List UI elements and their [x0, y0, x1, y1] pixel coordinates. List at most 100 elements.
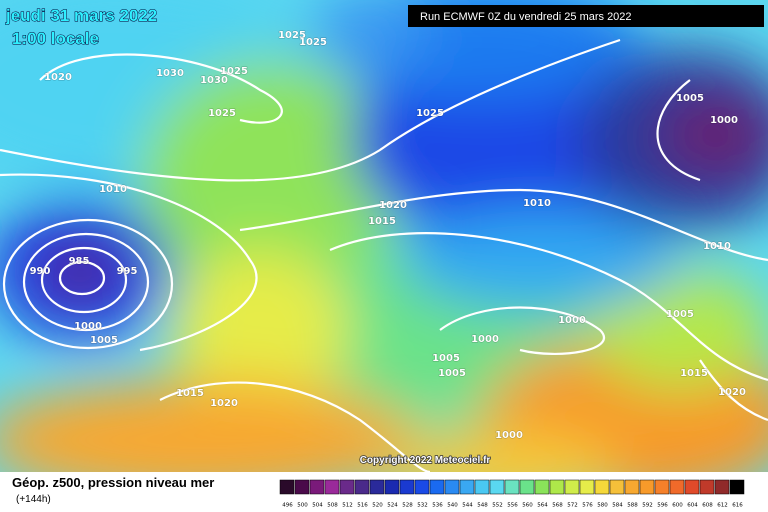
isobar-label: 1015	[176, 388, 204, 399]
scale-swatch	[414, 479, 430, 495]
scale-swatch	[579, 479, 595, 495]
scale-label: 576	[582, 503, 593, 509]
scale-label: 548	[477, 503, 488, 509]
scale-swatch	[624, 479, 640, 495]
scale-swatch	[444, 479, 460, 495]
scale-label: 520	[372, 503, 383, 509]
copyright: Copyright 2022 Meteociel.fr	[360, 455, 491, 466]
scale-swatch	[684, 479, 700, 495]
isobar-label: 1005	[438, 368, 466, 379]
scale-label: 608	[702, 503, 713, 509]
scale-swatch	[609, 479, 625, 495]
scale-label: 600	[672, 503, 683, 509]
scale-label: 592	[642, 503, 653, 509]
run-label: Run ECMWF 0Z du vendredi 25 mars 2022	[420, 11, 632, 23]
scale-label: 532	[417, 503, 428, 509]
scale-swatch	[594, 479, 610, 495]
scale-swatch	[324, 479, 340, 495]
scale-swatch	[309, 479, 325, 495]
color-scale: 496 500 504 508 512 516 520 524 528 532 536 540 544 5…	[279, 479, 745, 509]
scale-swatch	[369, 479, 385, 495]
scale-label: 540	[447, 503, 458, 509]
scale-swatch	[699, 479, 715, 495]
scale-label: 528	[402, 503, 413, 509]
scale-swatch	[384, 479, 400, 495]
scale-swatch	[504, 479, 520, 495]
scale-label: 536	[432, 503, 443, 509]
scale-label: 512	[342, 503, 353, 509]
scale-swatch	[489, 479, 505, 495]
isobar-label: 1010	[523, 198, 551, 209]
scale-label: 568	[552, 503, 563, 509]
scale-swatch	[519, 479, 535, 495]
isobar-label: 1000	[710, 115, 738, 126]
scale-label: 584	[612, 503, 623, 509]
scale-label: 508	[327, 503, 338, 509]
scale-label: 604	[687, 503, 698, 509]
isobar-label: 1005	[676, 93, 704, 104]
isobars	[0, 38, 768, 472]
isobar-label: 1010	[703, 241, 731, 252]
scale-label: 616	[732, 503, 743, 509]
isobar-label: 1000	[495, 430, 523, 441]
isobar-label: 1015	[680, 368, 708, 379]
scale-swatch	[429, 479, 445, 495]
scale-swatch	[729, 479, 745, 495]
scale-swatch	[669, 479, 685, 495]
isobar-label: 1020	[210, 398, 238, 409]
scale-label: 504	[312, 503, 323, 509]
isobar-label: 1025	[299, 37, 327, 48]
isobar-label: 1005	[666, 309, 694, 320]
scale-label: 516	[357, 503, 368, 509]
product-title: Géop. z500, pression niveau mer	[12, 475, 214, 490]
scale-label: 560	[522, 503, 533, 509]
scale-swatch	[279, 479, 295, 495]
scale-swatch	[294, 479, 310, 495]
isobar-label: 1030	[200, 75, 228, 86]
scale-label: 544	[462, 503, 473, 509]
scale-swatch	[399, 479, 415, 495]
time-label: 1:00 locale	[12, 29, 99, 48]
isobar-label: 1025	[278, 30, 306, 41]
isobar-label: 1000	[74, 321, 102, 332]
isobar-label: 1015	[368, 216, 396, 227]
scale-label: 556	[507, 503, 518, 509]
date-label: jeudi 31 mars 2022	[5, 6, 157, 25]
scale-swatch	[654, 479, 670, 495]
scale-label: 596	[657, 503, 668, 509]
scale-label: 524	[387, 503, 398, 509]
isobar-label: 1005	[432, 353, 460, 364]
scale-swatch	[549, 479, 565, 495]
scale-swatch	[354, 479, 370, 495]
scale-label: 612	[717, 503, 728, 509]
isobar-label: 1000	[471, 334, 499, 345]
scale-swatch	[639, 479, 655, 495]
isobar-label: 1010	[99, 184, 127, 195]
isobar-label: 990	[30, 266, 51, 277]
isobar-label: 1020	[44, 72, 72, 83]
isobar-label: 1025	[208, 108, 236, 119]
scale-swatch	[459, 479, 475, 495]
scale-label: 564	[537, 503, 548, 509]
scale-swatch	[339, 479, 355, 495]
scale-label: 572	[567, 503, 578, 509]
scale-swatch	[714, 479, 730, 495]
isobar-label: 1005	[90, 335, 118, 346]
isobar-label: 1030	[156, 68, 184, 79]
isobar-label: 995	[117, 266, 138, 277]
scale-swatch	[474, 479, 490, 495]
isobar-label: 1000	[558, 315, 586, 326]
isobar-label: 1025	[220, 66, 248, 77]
scale-label: 500	[297, 503, 308, 509]
isobar-label: 1020	[379, 200, 407, 211]
scale-label: 580	[597, 503, 608, 509]
forecast-step: (+144h)	[16, 494, 51, 505]
scale-label: 552	[492, 503, 503, 509]
scale-label: 588	[627, 503, 638, 509]
isobar-label: 1020	[718, 387, 746, 398]
isobar-label: 985	[69, 256, 90, 267]
